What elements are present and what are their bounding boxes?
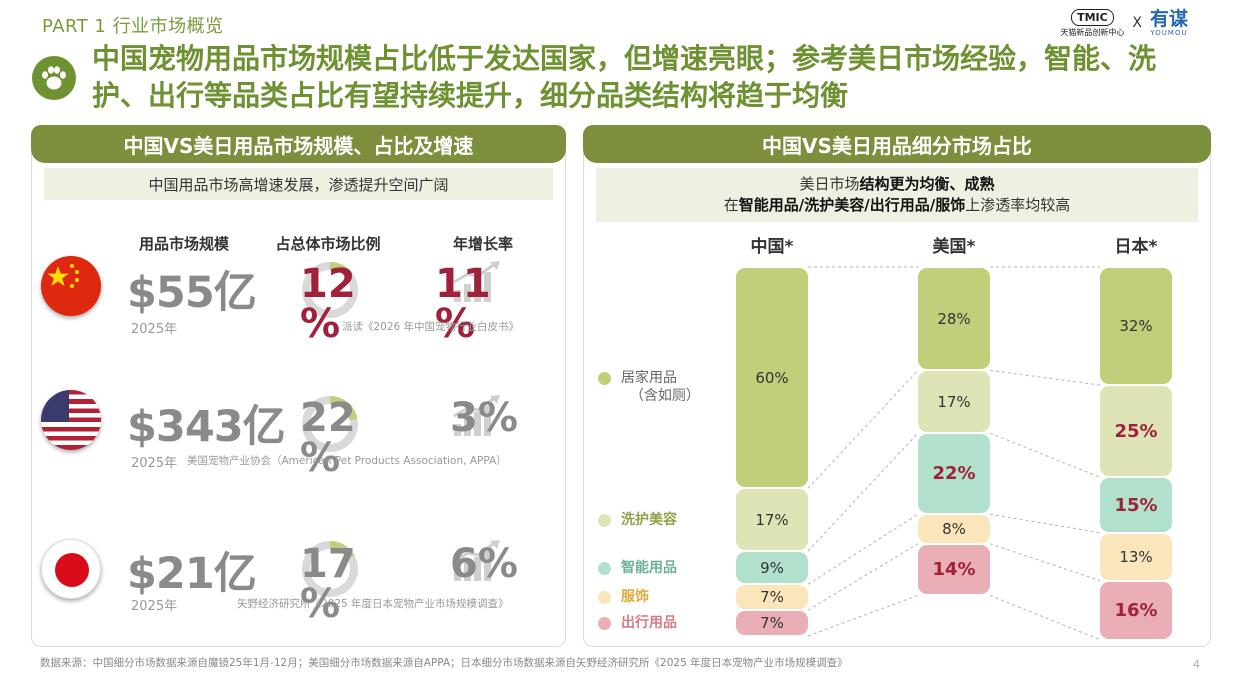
connector-line	[989, 594, 1101, 641]
youmou-logo: 有谋 YOUMOU	[1150, 9, 1188, 37]
japan-growth-value: 6%	[450, 541, 518, 587]
china-share-value: 12%	[300, 261, 356, 347]
segment-share-panel-title: 中国VS美日用品细分市场占比	[583, 125, 1211, 163]
connector-line	[989, 513, 1101, 534]
connector-line	[807, 369, 919, 489]
subtitle-line-1: 美日市场结构更为均衡、成熟	[799, 174, 994, 195]
legend-item: 智能用品	[598, 559, 677, 577]
legend-label: 出行用品	[621, 615, 677, 632]
usa-share-value: 22%	[300, 395, 356, 481]
legend-item: 居家用品 （含如厕）	[598, 369, 700, 405]
legend-label: 智能用品	[621, 559, 677, 576]
usa-growth-value: 3%	[450, 395, 518, 441]
legend-item: 出行用品	[598, 614, 677, 632]
brand-separator: X	[1132, 15, 1142, 31]
connector-line	[807, 594, 919, 637]
bar-segment: 14%	[918, 544, 990, 595]
usa-market-size: $343亿	[127, 402, 286, 452]
legend-swatch	[598, 617, 611, 631]
china-market-size: $55亿	[127, 268, 257, 318]
connector-line	[989, 543, 1101, 582]
segment-share-panel-subtitle: 美日市场结构更为均衡、成熟 在智能用品/洗护美容/出行用品/服饰上渗透率均较高	[596, 168, 1198, 222]
china-share-ring	[302, 262, 358, 318]
tmic-logo-text: TMIC	[1071, 8, 1114, 26]
legend-swatch	[598, 371, 611, 385]
bar-segment: 7%	[736, 611, 808, 635]
bar-segment: 17%	[918, 371, 990, 433]
bar-segment: 60%	[736, 268, 808, 488]
china-flag-icon	[41, 256, 101, 316]
bar-segment: 9%	[736, 552, 808, 584]
china-growth-value: 11%	[435, 261, 491, 347]
usa-flag-icon	[41, 390, 101, 450]
china-growth-chart-icon	[453, 261, 500, 302]
connector-line	[807, 513, 919, 585]
legend-label: 居家用品 （含如厕）	[621, 369, 700, 404]
subtitle-line-1-plain: 美日市场	[799, 175, 860, 193]
china-source: 派读《2026 年中国宠物行业白皮书》	[342, 321, 520, 333]
part-label: PART 1 行业市场概览	[42, 16, 224, 37]
subtitle-line-1-bold: 结构更为均衡、成熟	[859, 175, 995, 193]
connector-line	[989, 432, 1101, 478]
usa-source: 美国宠物产业协会（American Pet Products Associati…	[187, 455, 507, 467]
market-size-panel-subtitle: 中国用品市场高增速发展，渗透提升空间广阔	[44, 168, 553, 200]
bar-segment: 8%	[918, 515, 990, 543]
paw-icon	[32, 56, 76, 100]
market-size-panel-title: 中国VS美日用品市场规模、占比及增速	[31, 125, 566, 163]
col-header-share: 占总体市场比例	[275, 235, 381, 253]
subtitle-line-2-post: 上渗透率均较高	[965, 196, 1071, 214]
legend-swatch	[598, 561, 611, 575]
bar-segment: 15%	[1100, 478, 1172, 532]
bar-segment: 7%	[736, 585, 808, 610]
chart-category-label: 中国*	[750, 237, 794, 257]
bar-segment: 17%	[736, 489, 808, 551]
japan-share-value: 17%	[300, 541, 356, 627]
connector-line	[807, 432, 919, 552]
subtitle-line-2-bold: 智能用品/洗护美容/出行用品/服饰	[738, 196, 966, 214]
segment-stacked-bar-chart: 中国* 美国* 日本* 60% 17% 9% 7% 7% 28% 17% 22% 8% 14% 32% 25…	[584, 126, 1212, 648]
bar-segment: 28%	[918, 268, 990, 370]
bar-segment: 13%	[1100, 533, 1172, 580]
connector-line	[989, 369, 1101, 386]
japan-year: 2025年	[131, 599, 178, 614]
chart-category-label: 美国*	[932, 237, 976, 257]
brand-logos: TMIC 天猫新品创新中心 X 有谋 YOUMOU	[1060, 6, 1188, 40]
youmou-logo-subtext: YOUMOU	[1150, 29, 1188, 37]
legend-swatch	[598, 513, 611, 527]
japan-source: 矢野经济研究所《2025 年度日本宠物产业市场规模调查》	[237, 598, 509, 610]
subtitle-line-2: 在智能用品/洗护美容/出行用品/服饰上渗透率均较高	[724, 195, 1070, 216]
japan-flag-icon	[41, 539, 101, 599]
tmic-logo-subtext: 天猫新品创新中心	[1060, 27, 1125, 37]
market-size-panel: 中国VS美日用品市场规模、占比及增速 中国用品市场高增速发展，渗透提升空间广阔 …	[31, 125, 566, 647]
tmic-logo: TMIC 天猫新品创新中心	[1060, 8, 1125, 38]
legend-swatch	[598, 591, 611, 605]
segment-share-panel: 中国VS美日用品细分市场占比 美日市场结构更为均衡、成熟 在智能用品/洗护美容/…	[583, 125, 1211, 647]
japan-growth-chart-icon	[453, 540, 500, 581]
bar-segment: 32%	[1100, 268, 1172, 385]
chart-category-label: 日本*	[1114, 237, 1158, 257]
usa-growth-chart-icon	[453, 395, 500, 436]
data-source-footnote: 数据来源：中国细分市场数据来源自魔镜25年1月-12月；美国细分市场数据来源自A…	[40, 657, 848, 669]
page-headline: 中国宠物用品市场规模占比低于发达国家，但增速亮眼；参考美日市场经验，智能、洗护、…	[92, 42, 1157, 112]
connector-lines	[807, 266, 1101, 641]
page-number: 4	[1193, 658, 1200, 671]
bar-segment: 25%	[1100, 386, 1172, 477]
china-year: 2025年	[131, 322, 178, 337]
legend-label: 服饰	[621, 589, 649, 606]
japan-share-ring	[302, 541, 358, 597]
youmou-logo-text: 有谋	[1149, 8, 1188, 30]
legend-label: 洗护美容	[621, 511, 677, 528]
usa-year: 2025年	[131, 456, 178, 471]
col-header-market-size: 用品市场规模	[138, 235, 229, 253]
legend-item: 洗护美容	[598, 511, 677, 529]
bar-segment: 22%	[918, 434, 990, 514]
subtitle-line-2-pre: 在	[723, 196, 739, 214]
legend-item: 服饰	[598, 588, 649, 606]
usa-share-ring	[302, 396, 358, 452]
bar-segment: 16%	[1100, 581, 1172, 639]
japan-market-size: $21亿	[127, 549, 257, 599]
col-header-growth: 年增长率	[452, 235, 513, 253]
connector-line	[807, 543, 919, 611]
